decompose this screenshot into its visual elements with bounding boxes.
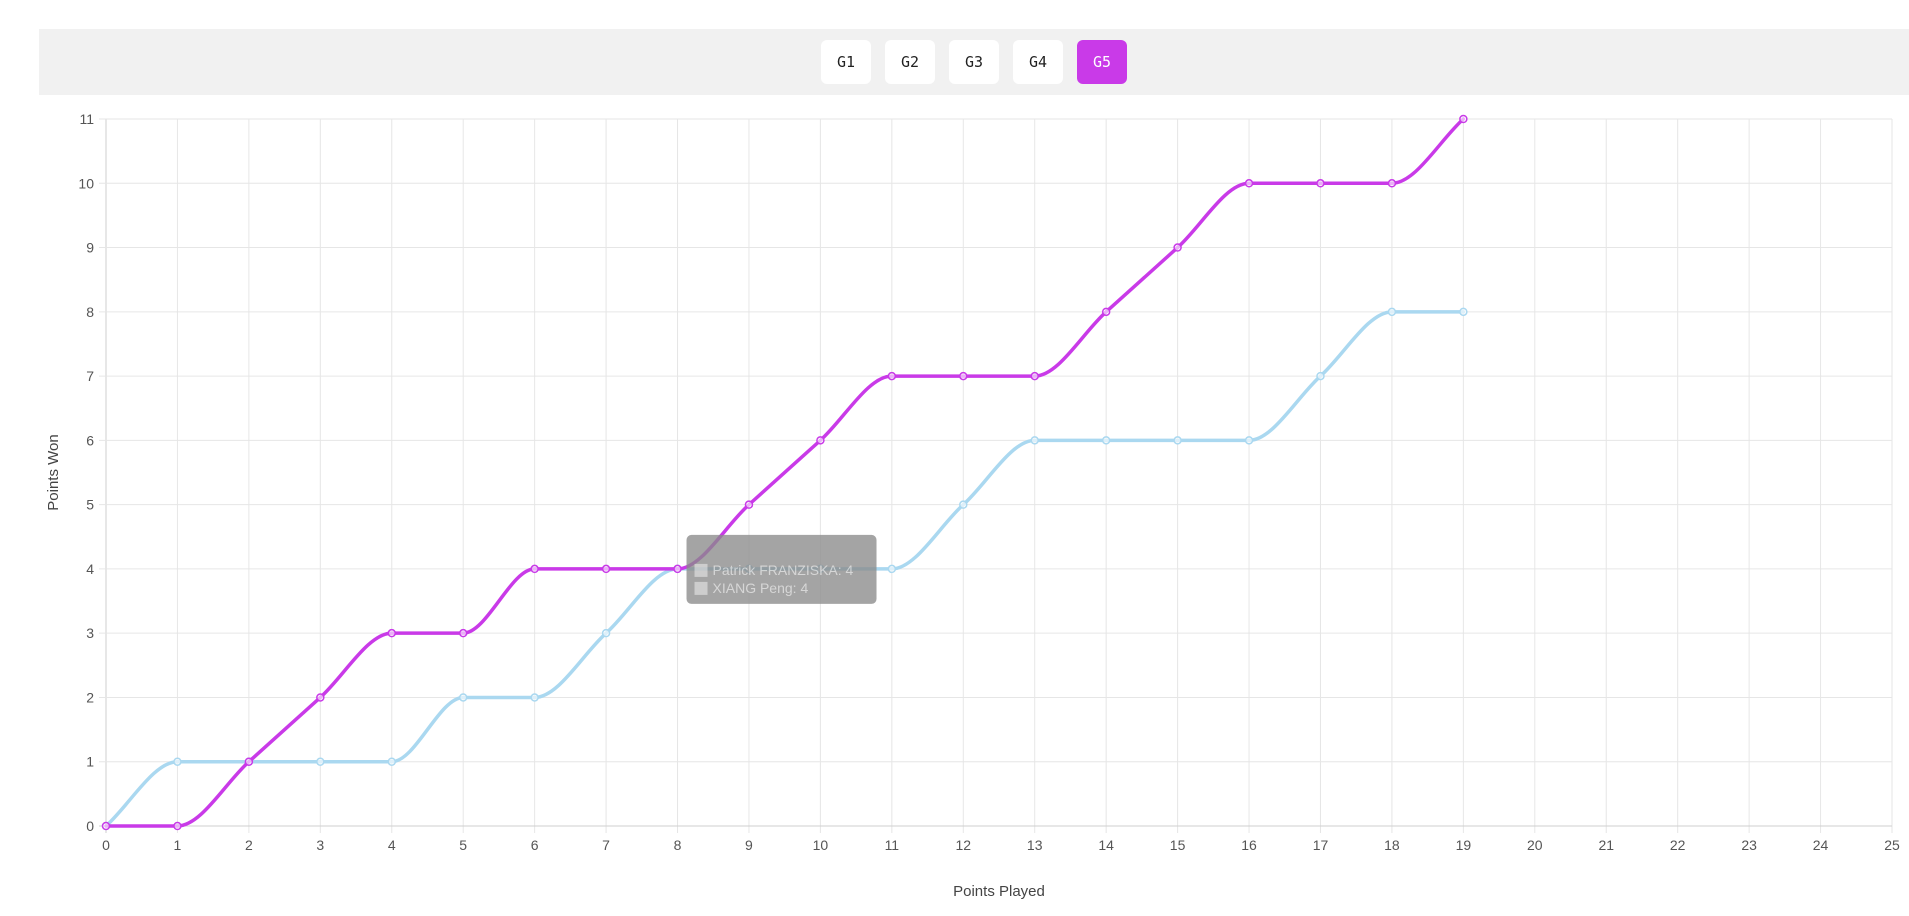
x-tick-label: 20 [1527, 837, 1543, 853]
y-tick-label: 3 [86, 625, 94, 641]
data-point[interactable] [959, 500, 968, 509]
y-tick-label: 4 [86, 561, 94, 577]
data-point[interactable] [1173, 436, 1182, 445]
x-tick-label: 4 [388, 837, 396, 853]
data-point[interactable] [601, 628, 611, 638]
x-tick-label: 17 [1313, 837, 1329, 853]
data-point[interactable] [1387, 307, 1397, 317]
y-tick-label: 9 [86, 240, 94, 256]
data-point[interactable] [1316, 371, 1325, 381]
x-tick-label: 21 [1598, 837, 1614, 853]
tab-g5[interactable]: G5 [1077, 40, 1127, 84]
x-tick-label: 15 [1170, 837, 1186, 853]
data-point[interactable] [316, 757, 325, 766]
x-tick-label: 19 [1456, 837, 1472, 853]
tooltip-swatch [694, 581, 708, 595]
y-tick-label: 7 [86, 368, 94, 384]
y-tick-labels: 0 1 2 3 4 5 6 7 8 9 10 11 [78, 111, 94, 834]
data-point[interactable] [1030, 371, 1039, 381]
data-point[interactable] [1459, 114, 1468, 124]
data-point[interactable] [959, 371, 968, 381]
x-tick-label: 24 [1813, 837, 1829, 853]
x-tick-label: 23 [1741, 837, 1757, 853]
x-tick-label: 3 [316, 837, 324, 853]
data-point[interactable] [458, 693, 468, 702]
data-point[interactable] [387, 757, 397, 766]
x-tick-label: 14 [1098, 837, 1114, 853]
x-tick-label: 11 [885, 837, 900, 853]
data-point[interactable] [1101, 436, 1111, 445]
x-axis-title: Points Played [953, 883, 1045, 900]
x-tick-label: 5 [459, 837, 467, 853]
tooltip-line: XIANG Peng: 4 [713, 580, 809, 596]
tooltip-swatch [694, 563, 708, 577]
tab-g2[interactable]: G2 [885, 40, 935, 84]
tooltip-line: Patrick FRANZISKA: 4 [713, 562, 854, 578]
tab-g3[interactable]: G3 [949, 40, 999, 84]
y-tick-label: 6 [86, 432, 94, 448]
data-point[interactable] [458, 628, 468, 638]
tooltip-background [686, 534, 877, 604]
game-tabs: G1 G2 G3 G4 G5 [39, 40, 1909, 84]
data-point[interactable] [316, 693, 325, 702]
x-tick-label: 10 [813, 837, 829, 853]
grid-lines [99, 118, 1893, 833]
data-point[interactable] [1244, 179, 1254, 188]
y-tick-label: 11 [79, 111, 94, 127]
data-point[interactable] [673, 564, 682, 574]
game-selector-bar: G1 G2 G3 G4 G5 [39, 29, 1909, 95]
data-point[interactable] [887, 371, 897, 381]
x-tick-labels: 0 1 2 3 4 5 6 7 8 9 10 11 12 13 14 15 16 17 18 19 20 21 22 23 24… [102, 837, 1900, 853]
data-point[interactable] [1173, 243, 1182, 252]
y-tick-label: 1 [86, 754, 94, 770]
data-point[interactable] [530, 564, 539, 574]
data-point[interactable] [601, 564, 611, 574]
x-tick-label: 22 [1670, 837, 1686, 853]
data-point[interactable] [1101, 307, 1111, 317]
series-layer [101, 114, 1468, 831]
data-point[interactable] [530, 693, 539, 702]
tooltip: Patrick FRANZISKA: 4 XIANG Peng: 4 [686, 534, 877, 604]
y-tick-label: 8 [86, 304, 94, 320]
data-point[interactable] [173, 821, 182, 831]
data-point[interactable] [173, 757, 182, 766]
x-tick-label: 13 [1027, 837, 1043, 853]
data-point[interactable] [744, 500, 754, 509]
y-tick-label: 5 [86, 497, 94, 513]
data-point[interactable] [1459, 307, 1468, 317]
data-point[interactable] [101, 821, 111, 831]
x-tick-label: 8 [674, 837, 682, 853]
x-tick-label: 2 [245, 837, 253, 853]
tab-g1[interactable]: G1 [821, 40, 871, 84]
y-axis-title: Points Won [45, 434, 62, 510]
x-tick-label: 9 [745, 837, 753, 853]
x-tick-label: 18 [1384, 837, 1400, 853]
x-tick-label: 12 [955, 837, 971, 853]
data-point[interactable] [816, 436, 825, 445]
y-tick-label: 0 [86, 818, 94, 834]
data-point[interactable] [387, 628, 397, 638]
data-point[interactable] [244, 757, 254, 766]
data-point[interactable] [1316, 179, 1325, 188]
x-tick-label: 16 [1241, 837, 1257, 853]
y-tick-label: 2 [86, 689, 94, 705]
x-tick-label: 6 [531, 837, 539, 853]
x-tick-label: 7 [602, 837, 610, 853]
x-tick-label: 1 [174, 837, 182, 853]
y-tick-label: 10 [78, 175, 94, 191]
data-point[interactable] [1030, 436, 1039, 445]
data-point[interactable] [1244, 436, 1254, 445]
data-point[interactable] [1387, 179, 1397, 188]
data-point[interactable] [887, 564, 897, 574]
x-tick-label: 25 [1884, 837, 1900, 853]
series-line-0 [104, 117, 1466, 828]
x-tick-label: 0 [102, 837, 110, 853]
tab-g4[interactable]: G4 [1013, 40, 1063, 84]
